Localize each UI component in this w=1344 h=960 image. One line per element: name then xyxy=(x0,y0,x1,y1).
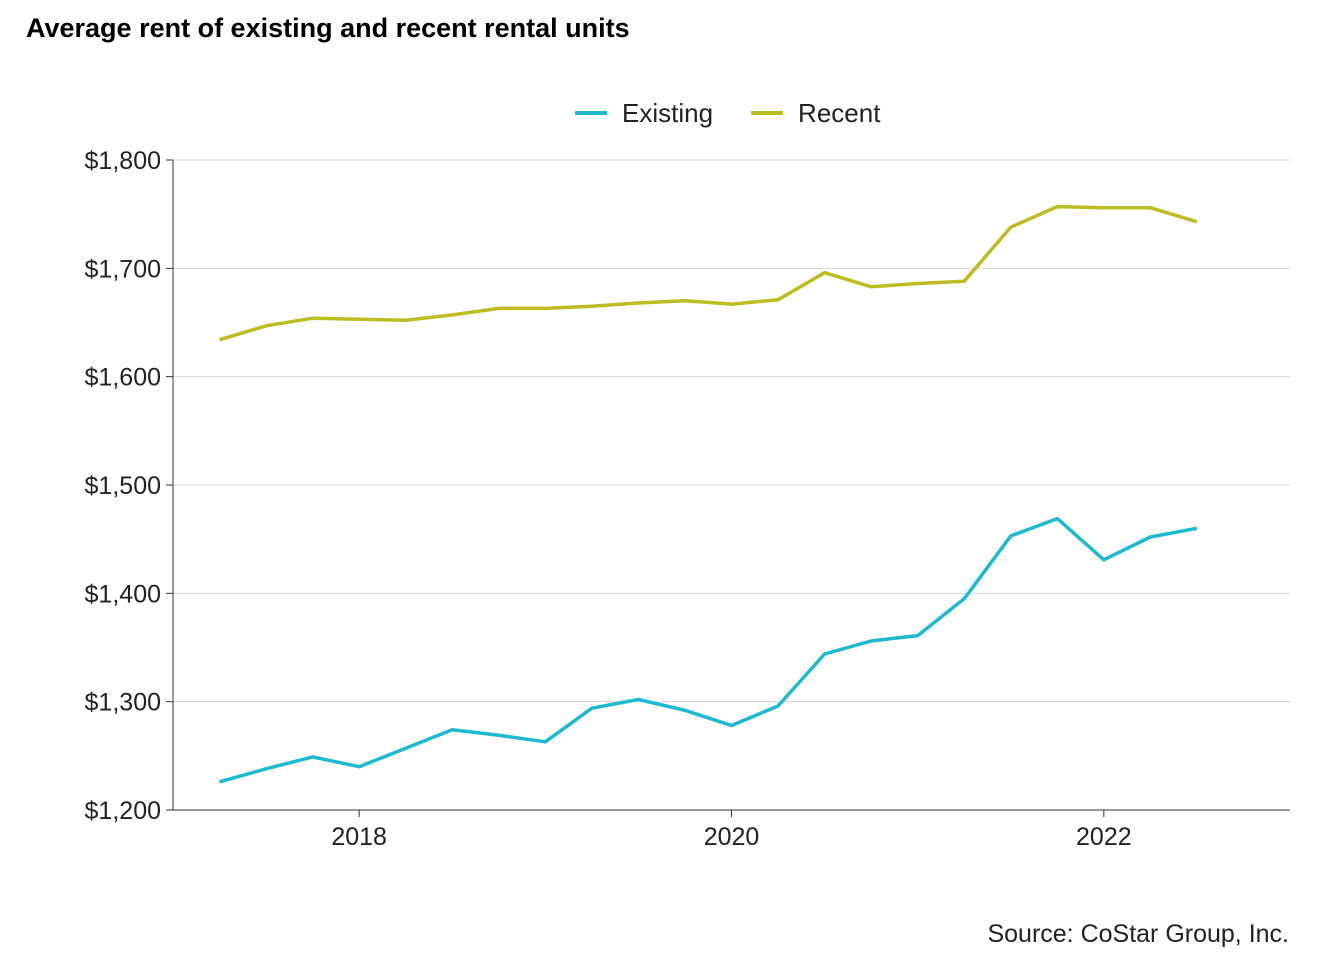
series-line-existing xyxy=(219,516,1198,784)
y-tick-label: $1,300 xyxy=(85,689,161,717)
x-tick-label: 2022 xyxy=(1076,823,1132,851)
legend: Existing Recent xyxy=(575,98,881,128)
legend-label-existing: Existing xyxy=(622,98,713,128)
x-tick-label: 2020 xyxy=(704,823,760,851)
y-tick-label: $1,600 xyxy=(85,364,161,392)
y-tick-label: $1,200 xyxy=(85,797,161,825)
series-line-recent xyxy=(218,204,1198,342)
legend-label-recent: Recent xyxy=(798,98,881,128)
x-tick-label: 2018 xyxy=(331,823,387,851)
y-tick-label: $1,700 xyxy=(85,255,161,283)
x-axis-ticks: 2018 2020 2022 xyxy=(331,810,1132,851)
chart-title: Average rent of existing and recent rent… xyxy=(26,13,630,43)
y-tick-label: $1,500 xyxy=(85,472,161,500)
y-axis-ticks: $1,200 $1,300 $1,400 $1,500 $1,600 $1,700 $1,8… xyxy=(85,147,173,825)
source-note: Source: CoStar Group, Inc. xyxy=(987,920,1289,948)
grid-lines xyxy=(173,159,1290,703)
data-series xyxy=(218,204,1198,784)
y-tick-label: $1,800 xyxy=(85,147,161,175)
y-tick-label: $1,400 xyxy=(85,580,161,608)
